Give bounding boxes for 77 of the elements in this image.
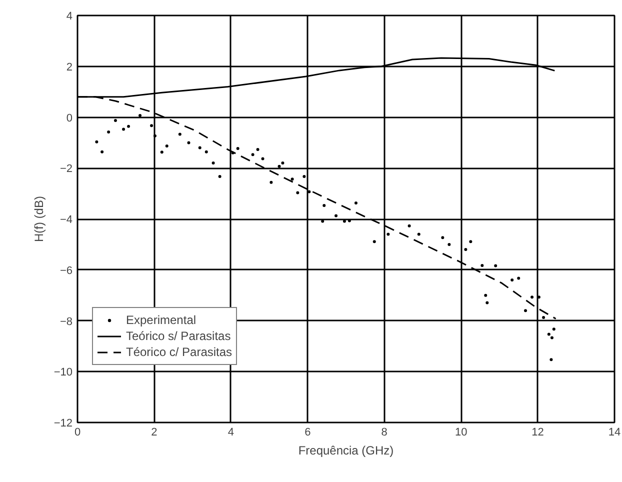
point bbox=[494, 264, 498, 268]
point bbox=[372, 240, 376, 244]
point bbox=[296, 191, 300, 194]
legend-label: Teórico s/ Parasitas bbox=[126, 328, 231, 344]
point bbox=[204, 150, 208, 154]
x-tick-label: 12 bbox=[532, 426, 544, 438]
x-tick-label: 0 bbox=[74, 426, 81, 438]
y-tick-label: 0 bbox=[66, 112, 73, 124]
point bbox=[107, 130, 110, 134]
point bbox=[100, 150, 104, 154]
point bbox=[524, 309, 528, 312]
point bbox=[251, 153, 254, 156]
point bbox=[484, 294, 488, 297]
x-axis-title: Frequência (GHz) bbox=[298, 444, 394, 458]
y-tick-label: 2 bbox=[66, 61, 73, 74]
point bbox=[386, 232, 390, 236]
point bbox=[517, 276, 520, 280]
point bbox=[448, 242, 451, 246]
point bbox=[547, 332, 550, 336]
point bbox=[256, 148, 260, 152]
point bbox=[198, 146, 202, 150]
point bbox=[530, 296, 534, 299]
y-tick-label: −2 bbox=[60, 163, 73, 176]
point bbox=[464, 248, 468, 252]
point bbox=[187, 141, 190, 144]
point bbox=[480, 264, 484, 268]
point bbox=[95, 140, 98, 144]
point bbox=[261, 157, 264, 160]
point bbox=[550, 336, 554, 340]
point bbox=[231, 151, 234, 154]
y-tick-label: −12 bbox=[54, 418, 73, 430]
point bbox=[510, 278, 514, 282]
point bbox=[542, 316, 546, 319]
point bbox=[408, 224, 411, 228]
x-tick-label: 8 bbox=[381, 426, 388, 438]
point bbox=[165, 144, 168, 148]
point bbox=[552, 328, 556, 331]
point bbox=[114, 119, 117, 122]
point bbox=[441, 236, 444, 240]
y-tick-label: −10 bbox=[54, 366, 73, 379]
point bbox=[153, 134, 156, 138]
point bbox=[278, 164, 281, 168]
point bbox=[270, 180, 273, 184]
point bbox=[334, 214, 338, 218]
point bbox=[150, 124, 154, 128]
x-tick-label: 2 bbox=[151, 426, 158, 438]
point bbox=[281, 162, 284, 165]
x-tick-label: 14 bbox=[608, 426, 621, 438]
point bbox=[302, 175, 306, 178]
point bbox=[342, 220, 346, 223]
x-tick-label: 10 bbox=[454, 426, 468, 438]
point bbox=[417, 232, 420, 236]
legend-label: Téorico c/ Parasitas bbox=[126, 344, 232, 360]
point bbox=[236, 147, 240, 150]
point bbox=[469, 240, 472, 244]
y-tick-label: −4 bbox=[60, 214, 73, 226]
point bbox=[178, 132, 182, 136]
point bbox=[127, 124, 130, 128]
point bbox=[354, 201, 358, 204]
y-axis-title: H(f) (dB) bbox=[32, 196, 46, 242]
point bbox=[550, 358, 553, 362]
point bbox=[322, 204, 326, 208]
legend-label: Experimental bbox=[126, 312, 196, 328]
point bbox=[160, 150, 164, 154]
point bbox=[138, 114, 142, 117]
y-tick-label: −6 bbox=[60, 264, 73, 277]
point bbox=[308, 190, 311, 194]
x-tick-label: 4 bbox=[228, 426, 234, 438]
point bbox=[122, 128, 126, 131]
point bbox=[290, 178, 294, 181]
x-tick-label: 6 bbox=[304, 426, 311, 438]
point bbox=[218, 175, 222, 178]
y-tick-label: −8 bbox=[60, 316, 73, 328]
y-tick-label: 4 bbox=[66, 10, 73, 22]
point bbox=[321, 220, 324, 223]
point bbox=[212, 162, 215, 165]
point bbox=[486, 301, 489, 304]
